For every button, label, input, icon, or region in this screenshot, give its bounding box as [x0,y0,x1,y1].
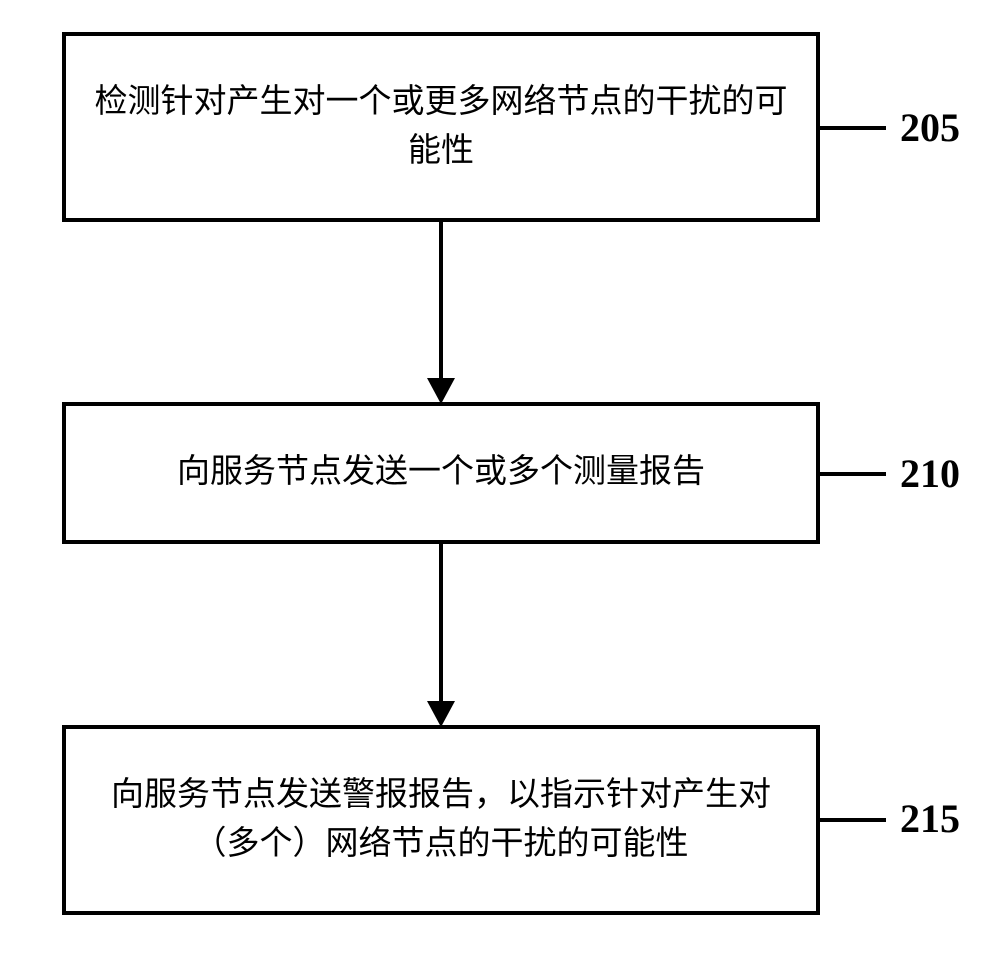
flow-node-3-label: 215 [900,795,960,842]
label-connector-3 [820,818,886,822]
flowchart-canvas: 检测针对产生对一个或更多网络节点的干扰的可能性 205 向服务节点发送一个或多个… [0,0,1000,965]
flow-node-3-text: 向服务节点发送警报报告，以指示针对产生对（多个）网络节点的干扰的可能性 [86,771,796,870]
flow-node-3: 向服务节点发送警报报告，以指示针对产生对（多个）网络节点的干扰的可能性 [62,725,820,915]
